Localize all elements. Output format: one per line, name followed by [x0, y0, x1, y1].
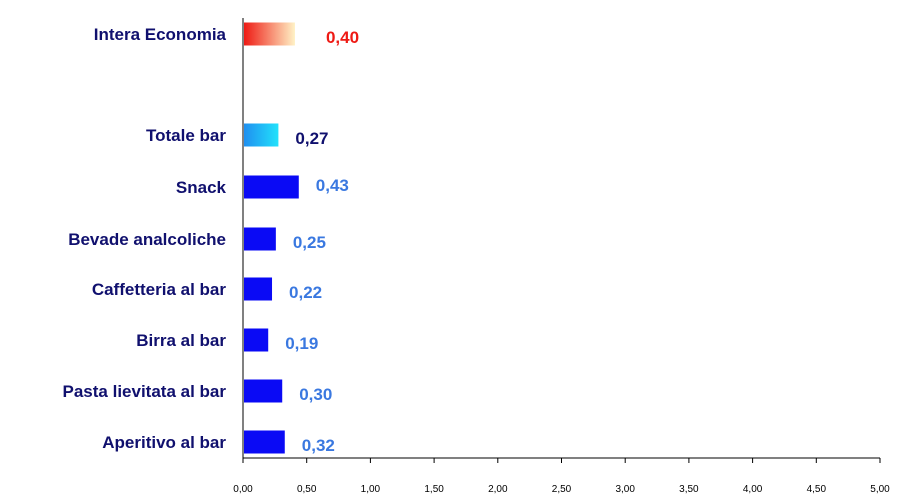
bar-bevade-analcoliche: [244, 227, 276, 251]
value-label-totale-bar: 0,27: [295, 129, 328, 148]
x-tick-label: 2,50: [552, 484, 572, 495]
category-label-aperitivo-al-bar: Aperitivo al bar: [102, 433, 226, 452]
category-labels: Intera Economia Totale bar Snack Bevade ana…: [63, 25, 227, 452]
x-tick-label: 0,50: [297, 484, 317, 495]
value-label-pasta-lievitata-al-bar: 0,30: [299, 385, 332, 404]
bar-totale-bar: [244, 123, 279, 147]
x-tick-label: 2,00: [488, 484, 508, 495]
x-axis: 0,00 0,50 1,00 1,50 2,00 2,50 3,00 3,50 4,00 4,50…: [233, 18, 890, 495]
value-label-intera-economia: 0,40: [326, 28, 359, 47]
value-label-birra-al-bar: 0,19: [285, 334, 318, 353]
x-tick-label: 3,50: [679, 484, 699, 495]
category-label-caffetteria-al-bar: Caffetteria al bar: [92, 280, 227, 299]
x-tick-label: 1,50: [424, 484, 444, 495]
bar-pasta-lievitata-al-bar: [244, 379, 283, 403]
value-label-snack: 0,43: [316, 176, 349, 195]
category-label-birra-al-bar: Birra al bar: [136, 331, 226, 350]
category-label-intera-economia: Intera Economia: [94, 25, 227, 44]
value-label-bevade-analcoliche: 0,25: [293, 233, 326, 252]
value-label-aperitivo-al-bar: 0,32: [302, 436, 335, 455]
category-label-pasta-lievitata-al-bar: Pasta lievitata al bar: [63, 382, 227, 401]
category-label-snack: Snack: [176, 178, 227, 197]
value-labels: 0,40 0,27 0,43 0,25 0,22 0,19 0,30 0,32: [285, 28, 359, 455]
bar-caffetteria-al-bar: [244, 277, 273, 301]
x-tick-label: 4,00: [743, 484, 763, 495]
x-tick-label: 4,50: [807, 484, 827, 495]
bar-aperitivo-al-bar: [244, 430, 285, 454]
bar-snack: [244, 175, 299, 199]
x-tick-label: 3,00: [615, 484, 635, 495]
category-label-totale-bar: Totale bar: [146, 126, 226, 145]
x-tick-label: 5,00: [870, 484, 890, 495]
x-tick-label: 1,00: [361, 484, 381, 495]
bar-birra-al-bar: [244, 328, 269, 352]
bars: [244, 22, 299, 454]
category-label-bevade-analcoliche: Bevade analcoliche: [68, 230, 226, 249]
x-tick-label: 0,00: [233, 484, 253, 495]
value-label-caffetteria-al-bar: 0,22: [289, 283, 322, 302]
bar-intera-economia: [244, 22, 295, 46]
